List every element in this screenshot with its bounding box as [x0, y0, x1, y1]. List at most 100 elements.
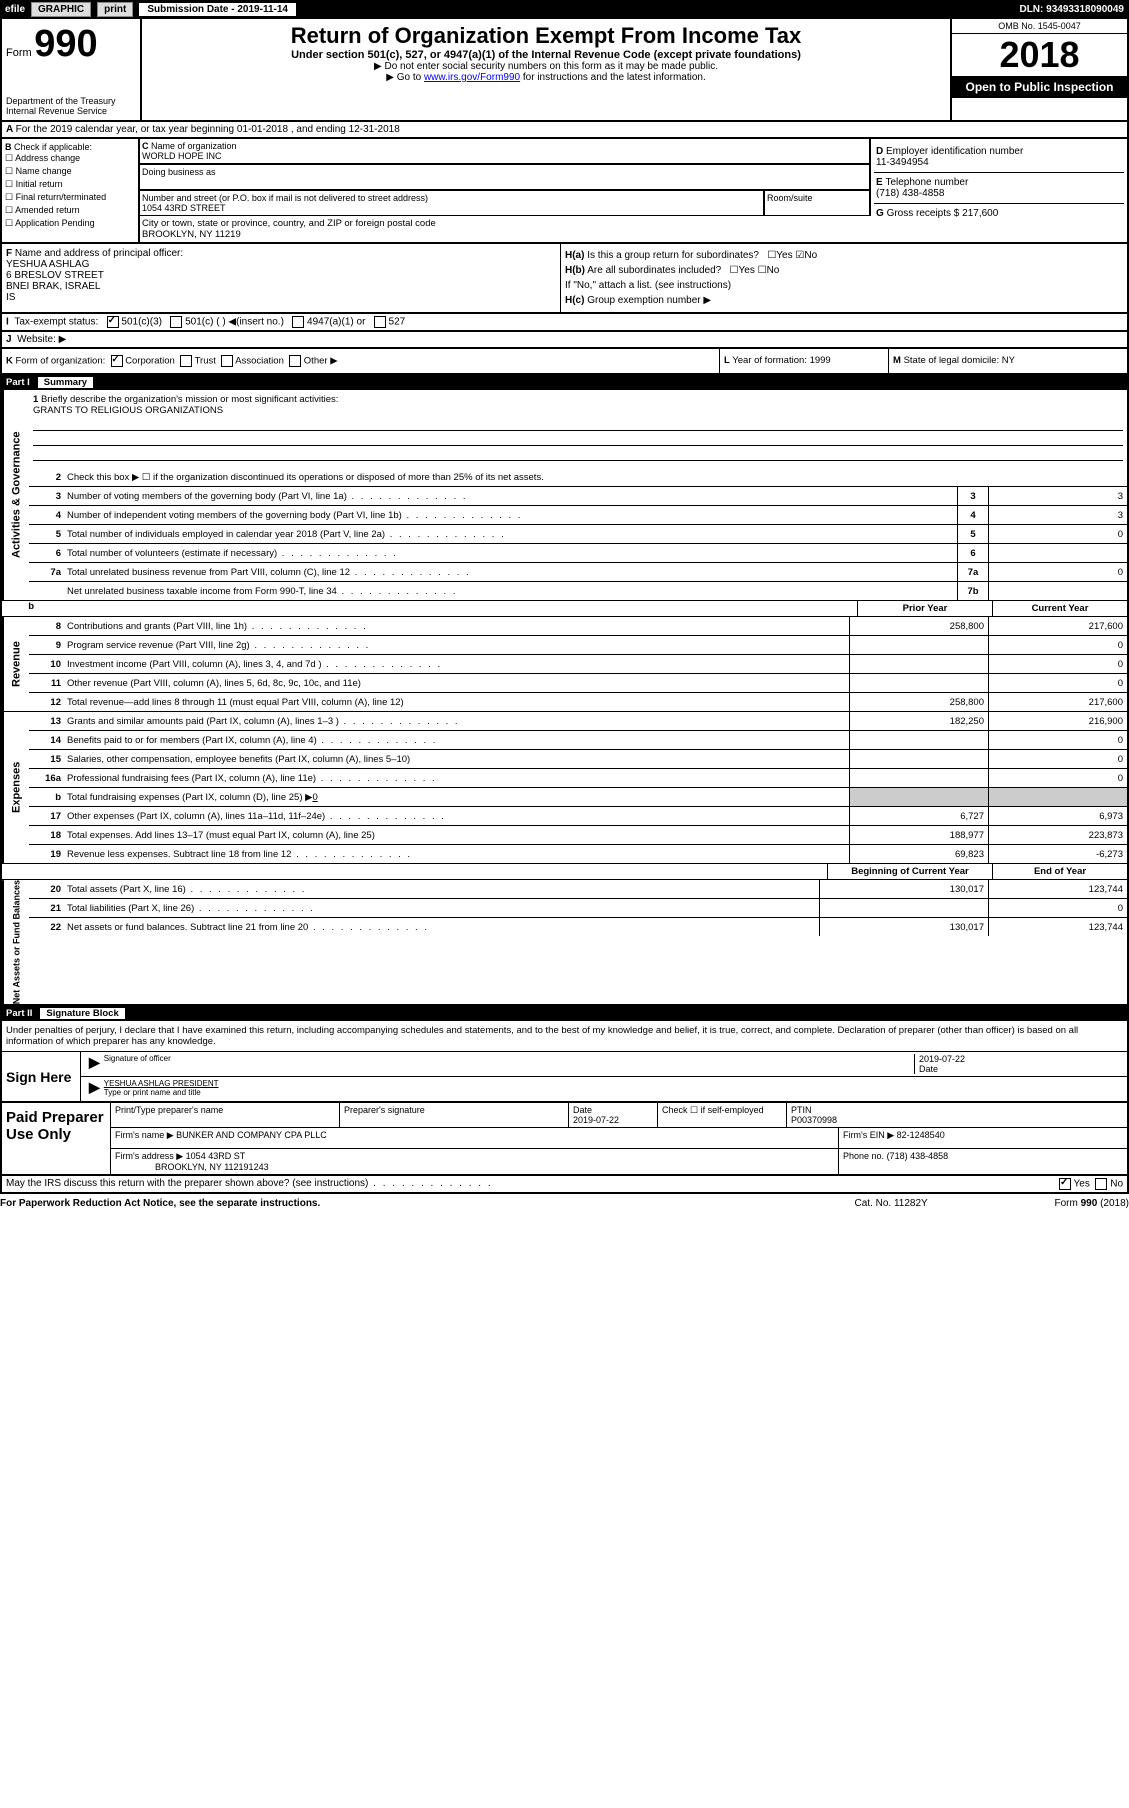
sign-here-row: Sign Here ▶ Signature of officer 2019-07…: [2, 1051, 1127, 1101]
line7b: Net unrelated business taxable income fr…: [29, 582, 1127, 600]
line1: 1 Briefly describe the organization's mi…: [29, 390, 1127, 468]
section-f-h: F Name and address of principal officer:…: [0, 244, 1129, 314]
col-hdr-bcy-eoy: Beginning of Current YearEnd of Year: [2, 864, 1127, 880]
chk-501c3[interactable]: [107, 316, 119, 328]
mission: GRANTS TO RELIGIOUS ORGANIZATIONS: [33, 405, 223, 416]
note2: ▶ Go to www.irs.gov/Form990 for instruct…: [146, 72, 946, 83]
city: BROOKLYN, NY 11219: [142, 229, 241, 240]
tab-netassets: Net Assets or Fund Balances: [2, 880, 29, 1004]
line18: 18Total expenses. Add lines 13–17 (must …: [29, 826, 1127, 845]
chk-addr[interactable]: ☐ Address change: [5, 152, 135, 165]
officer-name-line: ▶ YESHUA ASHLAG PRESIDENTType or print n…: [81, 1077, 1127, 1101]
signature-block: Under penalties of perjury, I declare th…: [0, 1021, 1129, 1103]
cat-no: Cat. No. 11282Y: [855, 1198, 1055, 1209]
line20: 20Total assets (Part X, line 16)130,0171…: [29, 880, 1127, 899]
preparer-label: Paid Preparer Use Only: [2, 1103, 110, 1174]
graphic-btn[interactable]: GRAPHIC: [31, 2, 91, 17]
row-i: I Tax-exempt status: 501(c)(3) 501(c) ( …: [0, 314, 1129, 332]
part1-body: Activities & Governance 1 Briefly descri…: [0, 390, 1129, 1006]
irs-no[interactable]: No: [1095, 1178, 1123, 1190]
chk-init[interactable]: ☐ Initial return: [5, 178, 135, 191]
phone-box: E Telephone number(718) 438-4858: [874, 173, 1124, 204]
efile-bar: efile GRAPHIC print Submission Date - 20…: [0, 0, 1129, 19]
chk-assoc[interactable]: [221, 355, 233, 367]
prep-row2: Firm's name ▶ BUNKER AND COMPANY CPA PLL…: [111, 1128, 1127, 1149]
row-k: K Form of organization: Corporation Trus…: [0, 349, 1129, 375]
chk-4947[interactable]: [292, 316, 304, 328]
part1-header: Part I Summary: [0, 375, 1129, 390]
line7a: 7aTotal unrelated business revenue from …: [29, 563, 1127, 582]
gross-box: G Gross receipts $ 217,600: [874, 204, 1124, 223]
line12: 12Total revenue—add lines 8 through 11 (…: [29, 693, 1127, 711]
line17: 17Other expenses (Part IX, column (A), l…: [29, 807, 1127, 826]
chk-amend[interactable]: ☐ Amended return: [5, 204, 135, 217]
sig-date: 2019-07-22Date: [914, 1054, 1123, 1074]
row-j: J Website: ▶: [0, 332, 1129, 349]
col-deg: D Employer identification number11-34949…: [871, 139, 1127, 242]
state-domicile: M State of legal domicile: NY: [888, 349, 1127, 373]
line22: 22Net assets or fund balances. Subtract …: [29, 918, 1127, 936]
preparer-block: Paid Preparer Use Only Print/Type prepar…: [0, 1103, 1129, 1176]
room-box: Room/suite: [765, 191, 871, 215]
row-a: A For the 2019 calendar year, or tax yea…: [0, 122, 1129, 139]
line6: 6Total number of volunteers (estimate if…: [29, 544, 1127, 563]
sign-here-label: Sign Here: [2, 1052, 80, 1101]
instructions-link[interactable]: www.irs.gov/Form990: [424, 72, 520, 83]
chk-final[interactable]: ☐ Final return/terminated: [5, 191, 135, 204]
chk-corp[interactable]: [111, 355, 123, 367]
efile-label: efile: [5, 4, 25, 15]
street: 1054 43RD STREET: [142, 203, 226, 213]
officer-sig-line: ▶ Signature of officer 2019-07-22Date: [81, 1052, 1127, 1077]
irs-yes[interactable]: Yes: [1059, 1178, 1090, 1190]
form-subtitle: Under section 501(c), 527, or 4947(a)(1)…: [146, 49, 946, 61]
ein-box: D Employer identification number11-34949…: [874, 142, 1124, 173]
chk-other[interactable]: [289, 355, 301, 367]
city-box: City or town, state or province, country…: [140, 215, 871, 242]
footer: For Paperwork Reduction Act Notice, see …: [0, 1194, 1129, 1213]
submission-date: Submission Date - 2019-11-14: [139, 3, 296, 16]
line4: 4Number of independent voting members of…: [29, 506, 1127, 525]
chk-501c[interactable]: [170, 316, 182, 328]
header-center: Return of Organization Exempt From Incom…: [142, 19, 950, 120]
line15: 15Salaries, other compensation, employee…: [29, 750, 1127, 769]
note1: ▶ Do not enter social security numbers o…: [146, 61, 946, 72]
col-c: C Name of organization WORLD HOPE INC Do…: [138, 139, 871, 242]
org-name: WORLD HOPE INC: [142, 151, 222, 161]
col-b: B Check if applicable: ☐ Address change …: [2, 139, 138, 242]
tab-expenses: Expenses: [2, 712, 29, 863]
officer-box: F Name and address of principal officer:…: [2, 244, 560, 312]
line21: 21Total liabilities (Part X, line 26)0: [29, 899, 1127, 918]
street-box: Number and street (or P.O. box if mail i…: [140, 191, 765, 215]
print-btn[interactable]: print: [97, 2, 133, 17]
dept: Department of the Treasury Internal Reve…: [6, 96, 136, 116]
line8: 8Contributions and grants (Part VIII, li…: [29, 617, 1127, 636]
year-formation: L Year of formation: 1999: [719, 349, 888, 373]
col-hdr-py-cy: bPrior YearCurrent Year: [2, 601, 1127, 617]
declaration: Under penalties of perjury, I declare th…: [2, 1021, 1127, 1051]
prep-row3: Firm's address ▶ 1054 43RD ST BROOKLYN, …: [111, 1149, 1127, 1174]
chk-pend[interactable]: ☐ Application Pending: [5, 217, 135, 230]
chk-name[interactable]: ☐ Name change: [5, 165, 135, 178]
header: Form 990 Department of the Treasury Inte…: [0, 19, 1129, 122]
paperwork-notice: For Paperwork Reduction Act Notice, see …: [0, 1198, 855, 1209]
form-ref: Form 990 (2018): [1055, 1198, 1129, 1209]
hc: H(c) Group exemption number ▶: [565, 293, 1123, 308]
chk-527[interactable]: [374, 316, 386, 328]
line19: 19Revenue less expenses. Subtract line 1…: [29, 845, 1127, 863]
line3: 3Number of voting members of the governi…: [29, 487, 1127, 506]
chk-trust[interactable]: [180, 355, 192, 367]
form-number: 990: [34, 23, 97, 65]
form-title: Return of Organization Exempt From Incom…: [146, 23, 946, 49]
line10: 10Investment income (Part VIII, column (…: [29, 655, 1127, 674]
line16b: bTotal fundraising expenses (Part IX, co…: [29, 788, 1127, 807]
line9: 9Program service revenue (Part VIII, lin…: [29, 636, 1127, 655]
line16a: 16aProfessional fundraising fees (Part I…: [29, 769, 1127, 788]
form-word: Form: [6, 47, 32, 59]
phone: (718) 438-4858: [876, 188, 944, 199]
omb: OMB No. 1545-0047: [952, 19, 1127, 34]
irs-discuss: May the IRS discuss this return with the…: [0, 1176, 1129, 1194]
h-note: If "No," attach a list. (see instruction…: [565, 278, 1123, 293]
inspection: Open to Public Inspection: [952, 76, 1127, 98]
tax-year: 2018: [952, 34, 1127, 76]
tab-revenue: Revenue: [2, 617, 29, 711]
